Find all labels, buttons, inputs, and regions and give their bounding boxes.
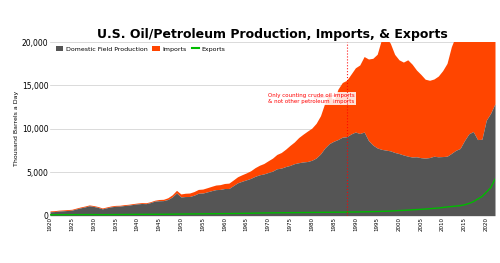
Title: U.S. Oil/Petroleum Production, Imports, & Exports: U.S. Oil/Petroleum Production, Imports, … [97,28,448,41]
Y-axis label: Thousand Barrels a Day: Thousand Barrels a Day [14,91,19,166]
Text: Only counting crude oil imports
& not other petroleum  imports: Only counting crude oil imports & not ot… [268,93,355,104]
Legend: Domestic Field Production, Imports, Exports: Domestic Field Production, Imports, Expo… [53,43,228,54]
